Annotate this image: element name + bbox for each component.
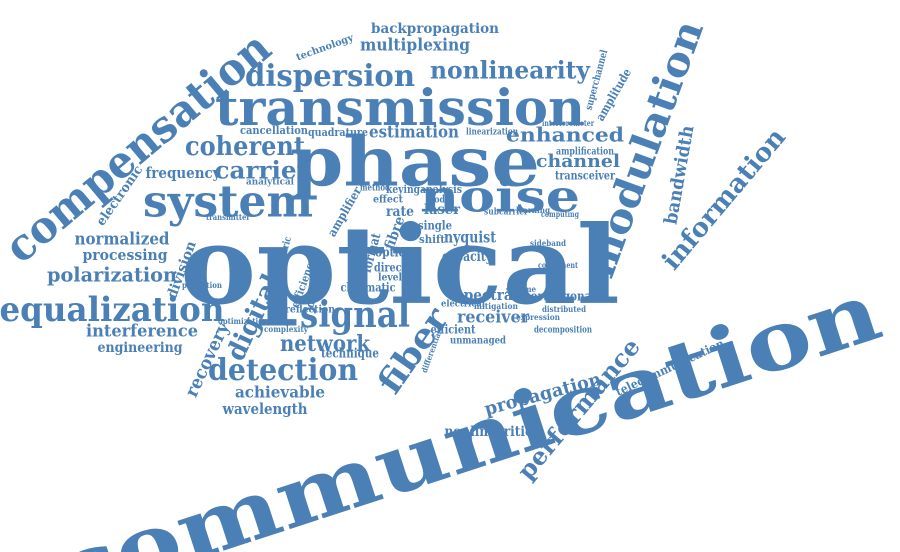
word-direct: direct: [374, 261, 406, 275]
word-complexity: complexity: [264, 324, 308, 334]
word-multiplexing: multiplexing: [360, 36, 470, 56]
word-detection: detection: [208, 353, 358, 388]
word-interference: interference: [86, 322, 198, 342]
word-phase: phase: [290, 123, 540, 203]
word-transmitter: transmitter: [206, 212, 251, 222]
word-effect: effect: [373, 195, 403, 206]
word-single: single: [418, 219, 452, 233]
word-shift: shift: [419, 233, 446, 246]
word-method: method: [360, 184, 391, 194]
word-efficient: efficient: [431, 323, 476, 337]
word-carrier: carrier: [215, 156, 310, 185]
word-sideband: sideband: [530, 238, 566, 248]
word-spectral: spectral: [456, 286, 518, 304]
word-decomposition: decomposition: [534, 326, 592, 336]
word-noise: noise: [420, 172, 580, 223]
word-orthogonal: orthogonal: [531, 290, 596, 305]
word-system: system: [143, 177, 313, 228]
word-learning: learning: [516, 205, 550, 215]
word-optimization: optimization: [218, 316, 268, 326]
word-coherent: coherent: [185, 132, 305, 162]
word-scheme: scheme: [506, 284, 536, 294]
word-laser: laser: [424, 202, 461, 218]
word-rate: rate: [386, 204, 414, 220]
word-nonlinearity: nonlinearity: [430, 56, 591, 85]
word-network: network: [280, 331, 371, 357]
word-optical: optical: [180, 203, 620, 329]
word-analytical: analytical: [246, 178, 295, 188]
word-chromatic: chromatic: [341, 281, 396, 295]
word-wavelength: wavelength: [222, 400, 308, 418]
word-equalization: equalization: [0, 290, 225, 330]
word-nonlinearities: nonlinearities: [445, 424, 540, 440]
word-transmission: transmission: [215, 78, 585, 137]
word-engineering: engineering: [98, 340, 183, 356]
word-cancellation: cancellation: [240, 124, 308, 137]
word-processing: processing: [83, 246, 168, 264]
word-linearization: linearization: [466, 128, 518, 138]
word-transceiver: transceiver: [555, 169, 616, 183]
word-polarization: polarization: [47, 263, 177, 287]
word-unmanaged: unmanaged: [450, 336, 506, 347]
word-nyquist: nyquist: [444, 228, 496, 247]
word-subcarrier: subcarrier: [484, 208, 528, 218]
word-optic: optic: [375, 246, 405, 261]
word-expression: expression: [516, 312, 560, 322]
word-amplification: amplification: [556, 147, 615, 158]
word-interferometer: interferometer: [542, 118, 595, 128]
word-enhanced: enhanced: [506, 123, 624, 147]
word-signal: signal: [300, 294, 410, 336]
word-dispersion: dispersion: [245, 59, 415, 94]
word-electrical: electrical: [441, 300, 486, 310]
word-projection: projection: [182, 280, 222, 290]
word-component: component: [538, 260, 578, 270]
word-mode: mode: [426, 196, 450, 206]
word-capacity: capacity: [442, 249, 493, 265]
word-quadrature: quadrature: [308, 126, 368, 139]
word-backpropagation: backpropagation: [371, 21, 499, 37]
word-cloud-words: communicationopticalphasetransmissioncom…: [0, 14, 892, 552]
word-achievable: achievable: [235, 383, 325, 402]
word-analysis: analysis: [420, 183, 462, 196]
word-keying: keying: [386, 183, 420, 196]
word-technique: technique: [321, 347, 379, 362]
word-level: level: [378, 273, 402, 284]
word-mitigation: mitigation: [474, 301, 518, 311]
word-channel: channel: [536, 151, 620, 172]
word-estimation: estimation: [369, 123, 459, 143]
word-distributed: distributed: [542, 304, 586, 314]
word-reflection: reflection: [285, 305, 336, 316]
word-computing: computing: [541, 209, 579, 219]
word-normalized: normalized: [75, 230, 170, 250]
word-frequency: frequency: [146, 164, 222, 182]
word-receiver: receiver: [457, 308, 530, 328]
